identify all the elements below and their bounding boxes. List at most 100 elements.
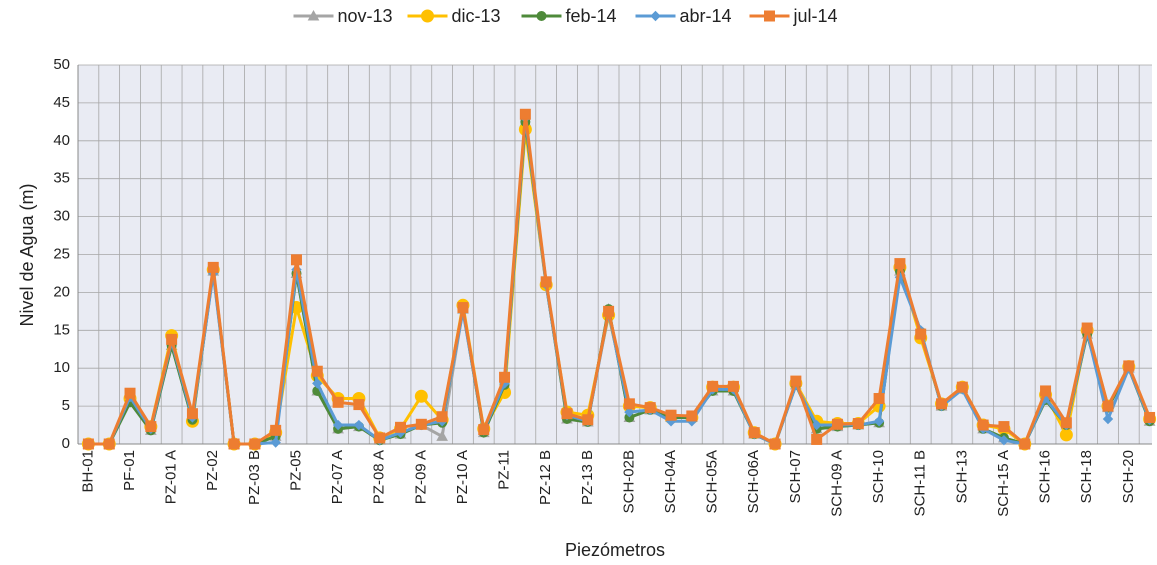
marker <box>312 378 323 389</box>
marker <box>207 261 219 273</box>
y-tick-label: 10 <box>53 359 70 376</box>
marker <box>478 424 490 436</box>
x-tick-label: PZ-01 A <box>163 450 180 504</box>
y-tick-label: 20 <box>53 283 70 300</box>
marker <box>499 371 511 383</box>
x-tick-label: SCH-09 A <box>828 450 845 517</box>
marker <box>1102 413 1114 425</box>
marker <box>769 438 781 450</box>
x-tick-label: SCH-13 <box>953 450 970 503</box>
marker <box>644 402 656 414</box>
x-tick-label: SCH-10 <box>870 450 887 503</box>
legend-item: jul-14 <box>749 6 838 26</box>
marker <box>1081 322 1093 334</box>
marker <box>998 421 1010 433</box>
x-tick-label: SCH-11 B <box>912 450 929 516</box>
marker <box>228 438 240 450</box>
x-tick-label: PF-01 <box>121 450 138 491</box>
x-tick-label: SCH-15 A <box>995 450 1012 517</box>
legend-item: nov-13 <box>293 6 393 26</box>
marker <box>82 438 94 450</box>
y-tick-label: 40 <box>53 132 70 149</box>
y-tick-label: 30 <box>53 208 70 225</box>
marker <box>1060 417 1072 429</box>
legend-label: jul-14 <box>793 6 838 26</box>
marker <box>811 419 822 431</box>
x-tick-label: SCH-07 <box>787 450 804 503</box>
marker <box>290 254 302 266</box>
marker <box>186 408 198 420</box>
y-tick-label: 45 <box>53 94 70 111</box>
marker <box>852 418 864 430</box>
marker <box>665 409 677 421</box>
legend-item: dic-13 <box>407 6 501 26</box>
legend-marker <box>421 9 434 23</box>
marker <box>748 427 760 439</box>
x-tick-label: SCH-16 <box>1037 450 1054 503</box>
x-tick-label: PZ-03 B <box>246 450 263 505</box>
y-tick-label: 5 <box>62 397 70 414</box>
x-tick-label: SCH-02B <box>620 450 637 513</box>
marker <box>395 421 407 433</box>
legend-label: dic-13 <box>452 6 501 26</box>
marker <box>873 393 885 405</box>
marker <box>998 435 1010 446</box>
marker <box>332 396 344 408</box>
marker <box>166 333 178 345</box>
series-line <box>88 114 1151 447</box>
marker <box>1040 385 1052 397</box>
legend-label: feb-14 <box>566 6 617 26</box>
marker <box>332 419 344 431</box>
series <box>82 108 1156 450</box>
marker <box>915 328 927 340</box>
marker <box>103 438 115 450</box>
y-tick-label: 50 <box>53 56 70 73</box>
marker <box>936 398 948 410</box>
marker <box>790 375 802 387</box>
marker <box>1102 400 1114 412</box>
marker <box>124 387 136 399</box>
marker <box>707 380 719 392</box>
x-tick-label: PZ-09 A <box>412 450 429 504</box>
marker <box>873 416 885 427</box>
legend-label: abr-14 <box>680 6 732 26</box>
marker <box>353 399 365 411</box>
marker <box>977 419 989 431</box>
marker <box>249 438 261 450</box>
legend-marker <box>536 11 547 21</box>
y-tick-label: 0 <box>62 435 70 452</box>
x-tick-label: PZ-13 B <box>579 450 596 505</box>
y-tick-label: 35 <box>53 170 70 187</box>
legend-marker <box>650 10 661 22</box>
marker <box>1144 411 1156 423</box>
marker <box>623 398 635 410</box>
marker <box>1059 428 1073 442</box>
marker <box>831 418 843 430</box>
x-tick-label: PZ-05 <box>287 450 304 491</box>
marker <box>519 108 531 120</box>
marker <box>353 419 365 431</box>
marker <box>561 408 573 420</box>
x-tick-label: PZ-12 B <box>537 450 554 505</box>
legend-marker <box>307 9 320 21</box>
marker <box>415 418 427 430</box>
marker <box>270 437 281 448</box>
y-tick-label: 25 <box>53 245 70 262</box>
marker <box>1019 438 1031 450</box>
x-tick-label: PZ-11 <box>496 450 513 490</box>
x-tick-label: PZ-02 <box>204 450 221 491</box>
marker <box>1123 360 1135 372</box>
marker <box>956 381 968 393</box>
x-tick-label: PZ-10 A <box>454 450 471 504</box>
x-tick-label: SCH-04A <box>662 450 679 513</box>
marker <box>894 258 906 270</box>
y-axis-title: Nivel de Agua (m) <box>17 183 37 326</box>
x-axis-title: Piezómetros <box>565 540 665 560</box>
marker <box>374 432 386 444</box>
legend-item: feb-14 <box>521 6 617 26</box>
marker <box>436 411 448 423</box>
legend-marker <box>764 10 775 22</box>
marker <box>582 414 594 426</box>
x-tick-label: BH-01 <box>79 450 96 493</box>
